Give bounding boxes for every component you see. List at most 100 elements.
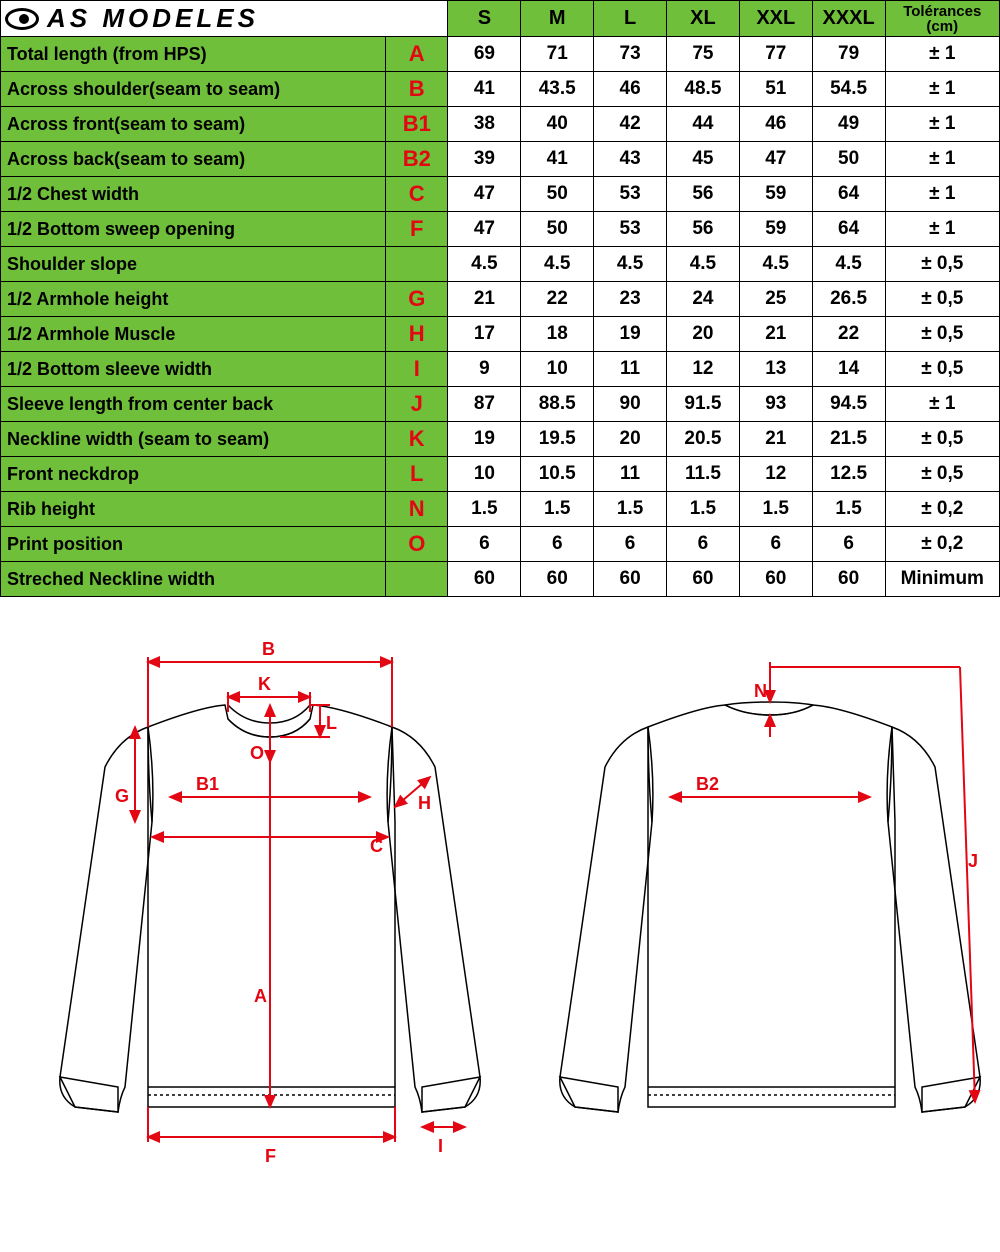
- size-value: 1.5: [739, 492, 812, 527]
- size-value: 59: [739, 177, 812, 212]
- size-value: 6: [594, 527, 667, 562]
- tolerance-header: Tolérances (cm): [885, 1, 999, 37]
- size-value: 45: [667, 142, 740, 177]
- size-value: 41: [448, 72, 521, 107]
- measure-code: [386, 247, 448, 282]
- tolerance-value: ± 1: [885, 387, 999, 422]
- size-value: 4.5: [594, 247, 667, 282]
- size-value: 23: [594, 282, 667, 317]
- size-value: 47: [739, 142, 812, 177]
- size-value: 6: [521, 527, 594, 562]
- size-value: 1.5: [812, 492, 885, 527]
- size-value: 60: [739, 562, 812, 597]
- size-value: 50: [521, 212, 594, 247]
- tolerance-value: ± 1: [885, 142, 999, 177]
- header-row: AS MODELES S M L XL XXL XXXL Tolérances …: [1, 1, 1000, 37]
- measure-code: L: [386, 457, 448, 492]
- size-value: 12: [739, 457, 812, 492]
- size-value: 6: [448, 527, 521, 562]
- size-value: 50: [812, 142, 885, 177]
- size-value: 40: [521, 107, 594, 142]
- size-value: 77: [739, 37, 812, 72]
- size-value: 11: [594, 457, 667, 492]
- size-value: 60: [594, 562, 667, 597]
- size-value: 39: [448, 142, 521, 177]
- size-value: 11: [594, 352, 667, 387]
- tolerance-value: ± 0,5: [885, 422, 999, 457]
- size-header: S: [448, 1, 521, 37]
- tolerance-value: ± 1: [885, 177, 999, 212]
- size-value: 14: [812, 352, 885, 387]
- tolerance-value: ± 0,5: [885, 352, 999, 387]
- size-value: 20.5: [667, 422, 740, 457]
- size-value: 64: [812, 177, 885, 212]
- size-value: 4.5: [812, 247, 885, 282]
- size-value: 69: [448, 37, 521, 72]
- svg-text:K: K: [258, 674, 271, 694]
- size-value: 10: [448, 457, 521, 492]
- size-value: 59: [739, 212, 812, 247]
- tolerance-value: ± 1: [885, 37, 999, 72]
- size-value: 26.5: [812, 282, 885, 317]
- size-value: 44: [667, 107, 740, 142]
- size-value: 19: [448, 422, 521, 457]
- svg-text:G: G: [115, 786, 129, 806]
- size-value: 4.5: [739, 247, 812, 282]
- size-value: 6: [812, 527, 885, 562]
- size-value: 21: [739, 317, 812, 352]
- tolerance-value: ± 1: [885, 72, 999, 107]
- size-value: 4.5: [667, 247, 740, 282]
- size-value: 60: [812, 562, 885, 597]
- table-row: Front neckdropL1010.51111.51212.5± 0,5: [1, 457, 1000, 492]
- size-value: 60: [667, 562, 740, 597]
- measure-code: A: [386, 37, 448, 72]
- size-value: 91.5: [667, 387, 740, 422]
- measure-label: 1/2 Armhole height: [1, 282, 386, 317]
- tolerance-value: ± 1: [885, 107, 999, 142]
- measure-code: N: [386, 492, 448, 527]
- size-header: XXL: [739, 1, 812, 37]
- size-value: 20: [667, 317, 740, 352]
- measure-label: Shoulder slope: [1, 247, 386, 282]
- size-value: 1.5: [667, 492, 740, 527]
- size-value: 10: [521, 352, 594, 387]
- measure-label: Print position: [1, 527, 386, 562]
- size-value: 90: [594, 387, 667, 422]
- size-chart-table: AS MODELES S M L XL XXL XXXL Tolérances …: [0, 0, 1000, 597]
- size-value: 41: [521, 142, 594, 177]
- measure-code: B2: [386, 142, 448, 177]
- measure-label: Front neckdrop: [1, 457, 386, 492]
- tolerance-value: ± 0,5: [885, 247, 999, 282]
- measure-label: 1/2 Bottom sweep opening: [1, 212, 386, 247]
- table-row: Shoulder slope4.54.54.54.54.54.5± 0,5: [1, 247, 1000, 282]
- size-value: 93: [739, 387, 812, 422]
- size-value: 38: [448, 107, 521, 142]
- size-value: 53: [594, 177, 667, 212]
- measure-code: C: [386, 177, 448, 212]
- measure-label: 1/2 Bottom sleeve width: [1, 352, 386, 387]
- svg-text:F: F: [265, 1146, 276, 1166]
- size-value: 64: [812, 212, 885, 247]
- size-value: 6: [667, 527, 740, 562]
- size-value: 47: [448, 177, 521, 212]
- table-row: Total length (from HPS)A697173757779± 1: [1, 37, 1000, 72]
- svg-text:H: H: [418, 793, 431, 813]
- measure-label: Across shoulder(seam to seam): [1, 72, 386, 107]
- measure-label: Neckline width (seam to seam): [1, 422, 386, 457]
- table-row: Streched Neckline width606060606060Minim…: [1, 562, 1000, 597]
- size-header: M: [521, 1, 594, 37]
- size-value: 75: [667, 37, 740, 72]
- tolerance-value: ± 0,5: [885, 282, 999, 317]
- table-row: 1/2 Armhole MuscleH171819202122± 0,5: [1, 317, 1000, 352]
- measure-code: H: [386, 317, 448, 352]
- size-value: 43: [594, 142, 667, 177]
- size-value: 4.5: [521, 247, 594, 282]
- svg-text:O: O: [250, 743, 264, 763]
- table-row: Sleeve length from center backJ8788.5909…: [1, 387, 1000, 422]
- size-value: 21.5: [812, 422, 885, 457]
- size-value: 21: [448, 282, 521, 317]
- size-value: 13: [739, 352, 812, 387]
- size-value: 51: [739, 72, 812, 107]
- size-value: 54.5: [812, 72, 885, 107]
- measure-code: [386, 562, 448, 597]
